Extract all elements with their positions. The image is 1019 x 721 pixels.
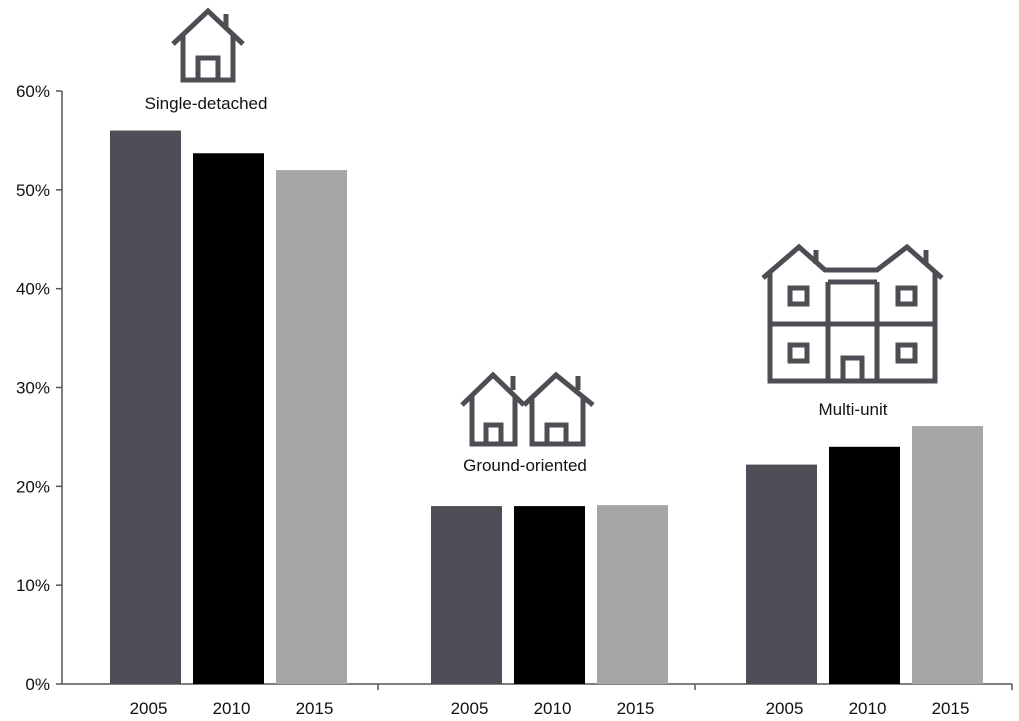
bar-single-detached-2015 (276, 170, 347, 685)
group-label: Multi-unit (819, 400, 888, 419)
bars (110, 130, 983, 685)
x-tick-label: 2010 (213, 699, 251, 718)
bar-multi-unit-2015 (912, 426, 983, 684)
bar-single-detached-2010 (193, 153, 264, 684)
x-tick-label: 2015 (296, 699, 334, 718)
x-tick-label: 2010 (534, 699, 572, 718)
y-tick-label: 30% (16, 379, 50, 398)
y-tick-label: 20% (16, 477, 50, 496)
bar-multi-unit-2005 (746, 464, 817, 684)
bar-multi-unit-2010 (829, 446, 900, 684)
bar-ground-oriented-2005 (431, 506, 502, 684)
x-tick-label: 2005 (130, 699, 168, 718)
y-ticks: 0% 10% 20% 30% 40% 50% 60% (16, 82, 62, 694)
single-house-icon (171, 7, 245, 83)
group-label: Ground-oriented (463, 456, 587, 475)
bar-ground-oriented-2010 (514, 506, 585, 684)
bar-single-detached-2005 (110, 130, 181, 685)
y-tick-label: 60% (16, 82, 50, 101)
x-tick-label: 2005 (451, 699, 489, 718)
group-labels: Single-detached Ground-oriented Multi-unit (145, 94, 888, 475)
x-tick-label: 2005 (766, 699, 804, 718)
y-tick-label: 10% (16, 576, 50, 595)
bar-ground-oriented-2015 (597, 505, 668, 684)
x-tick-label: 2010 (849, 699, 887, 718)
x-tick-label: 2015 (932, 699, 970, 718)
x-tick-label: 2015 (617, 699, 655, 718)
group-label: Single-detached (145, 94, 268, 113)
apartment-building-icon (761, 243, 944, 384)
y-tick-label: 50% (16, 181, 50, 200)
two-houses-icon (460, 371, 595, 447)
y-tick-label: 0% (25, 675, 50, 694)
x-tick-labels: 2005 2010 2015 2005 2010 2015 2005 2010 2015 (130, 699, 970, 718)
y-tick-label: 40% (16, 280, 50, 299)
